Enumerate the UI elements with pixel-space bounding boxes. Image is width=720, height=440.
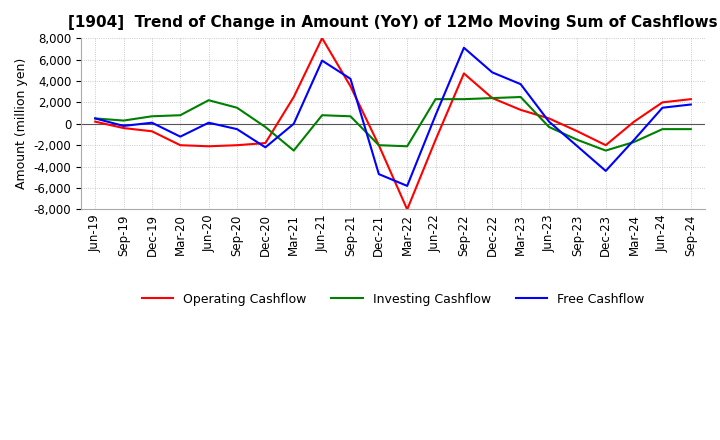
Operating Cashflow <box>91 119 99 124</box>
Investing Cashflow <box>120 118 128 123</box>
Investing Cashflow <box>573 137 582 143</box>
Investing Cashflow <box>91 116 99 121</box>
Investing Cashflow <box>374 143 383 148</box>
Free Cashflow <box>545 119 554 124</box>
Free Cashflow <box>601 168 610 173</box>
Line: Free Cashflow: Free Cashflow <box>95 48 690 186</box>
Free Cashflow <box>403 183 412 188</box>
Operating Cashflow <box>516 107 525 113</box>
Investing Cashflow <box>403 143 412 149</box>
Free Cashflow <box>318 58 326 63</box>
Investing Cashflow <box>148 114 156 119</box>
Operating Cashflow <box>431 137 440 143</box>
Operating Cashflow <box>658 100 667 105</box>
Free Cashflow <box>148 120 156 125</box>
Free Cashflow <box>686 102 695 107</box>
Operating Cashflow <box>120 125 128 131</box>
Operating Cashflow <box>545 116 554 121</box>
Operating Cashflow <box>176 143 184 148</box>
Operating Cashflow <box>573 128 582 134</box>
Operating Cashflow <box>204 143 213 149</box>
Investing Cashflow <box>346 114 355 119</box>
Operating Cashflow <box>148 128 156 134</box>
Investing Cashflow <box>318 113 326 118</box>
Investing Cashflow <box>545 125 554 130</box>
Free Cashflow <box>120 123 128 128</box>
Operating Cashflow <box>374 143 383 148</box>
Investing Cashflow <box>431 96 440 102</box>
Free Cashflow <box>374 172 383 177</box>
Operating Cashflow <box>459 71 468 76</box>
Operating Cashflow <box>630 119 639 124</box>
Line: Investing Cashflow: Investing Cashflow <box>95 97 690 150</box>
Investing Cashflow <box>176 113 184 118</box>
Free Cashflow <box>431 113 440 118</box>
Investing Cashflow <box>516 94 525 99</box>
Investing Cashflow <box>459 96 468 102</box>
Investing Cashflow <box>630 139 639 145</box>
Free Cashflow <box>459 45 468 51</box>
Operating Cashflow <box>686 96 695 102</box>
Investing Cashflow <box>204 98 213 103</box>
Free Cashflow <box>176 134 184 139</box>
Operating Cashflow <box>289 94 298 99</box>
Free Cashflow <box>630 137 639 143</box>
Operating Cashflow <box>403 207 412 212</box>
Free Cashflow <box>346 76 355 81</box>
Operating Cashflow <box>318 36 326 41</box>
Investing Cashflow <box>261 125 270 130</box>
Operating Cashflow <box>346 84 355 89</box>
Investing Cashflow <box>289 148 298 153</box>
Investing Cashflow <box>686 126 695 132</box>
Line: Operating Cashflow: Operating Cashflow <box>95 38 690 209</box>
Free Cashflow <box>261 145 270 150</box>
Free Cashflow <box>204 120 213 125</box>
Free Cashflow <box>516 81 525 87</box>
Operating Cashflow <box>261 140 270 146</box>
Free Cashflow <box>91 116 99 121</box>
Free Cashflow <box>658 105 667 110</box>
Title: [1904]  Trend of Change in Amount (YoY) of 12Mo Moving Sum of Cashflows: [1904] Trend of Change in Amount (YoY) o… <box>68 15 718 30</box>
Operating Cashflow <box>601 143 610 148</box>
Investing Cashflow <box>658 126 667 132</box>
Y-axis label: Amount (million yen): Amount (million yen) <box>15 58 28 189</box>
Investing Cashflow <box>233 105 241 110</box>
Legend: Operating Cashflow, Investing Cashflow, Free Cashflow: Operating Cashflow, Investing Cashflow, … <box>137 288 649 311</box>
Operating Cashflow <box>233 143 241 148</box>
Operating Cashflow <box>488 95 497 101</box>
Free Cashflow <box>488 70 497 75</box>
Investing Cashflow <box>601 148 610 153</box>
Investing Cashflow <box>488 95 497 101</box>
Free Cashflow <box>289 121 298 126</box>
Free Cashflow <box>233 126 241 132</box>
Free Cashflow <box>573 143 582 149</box>
